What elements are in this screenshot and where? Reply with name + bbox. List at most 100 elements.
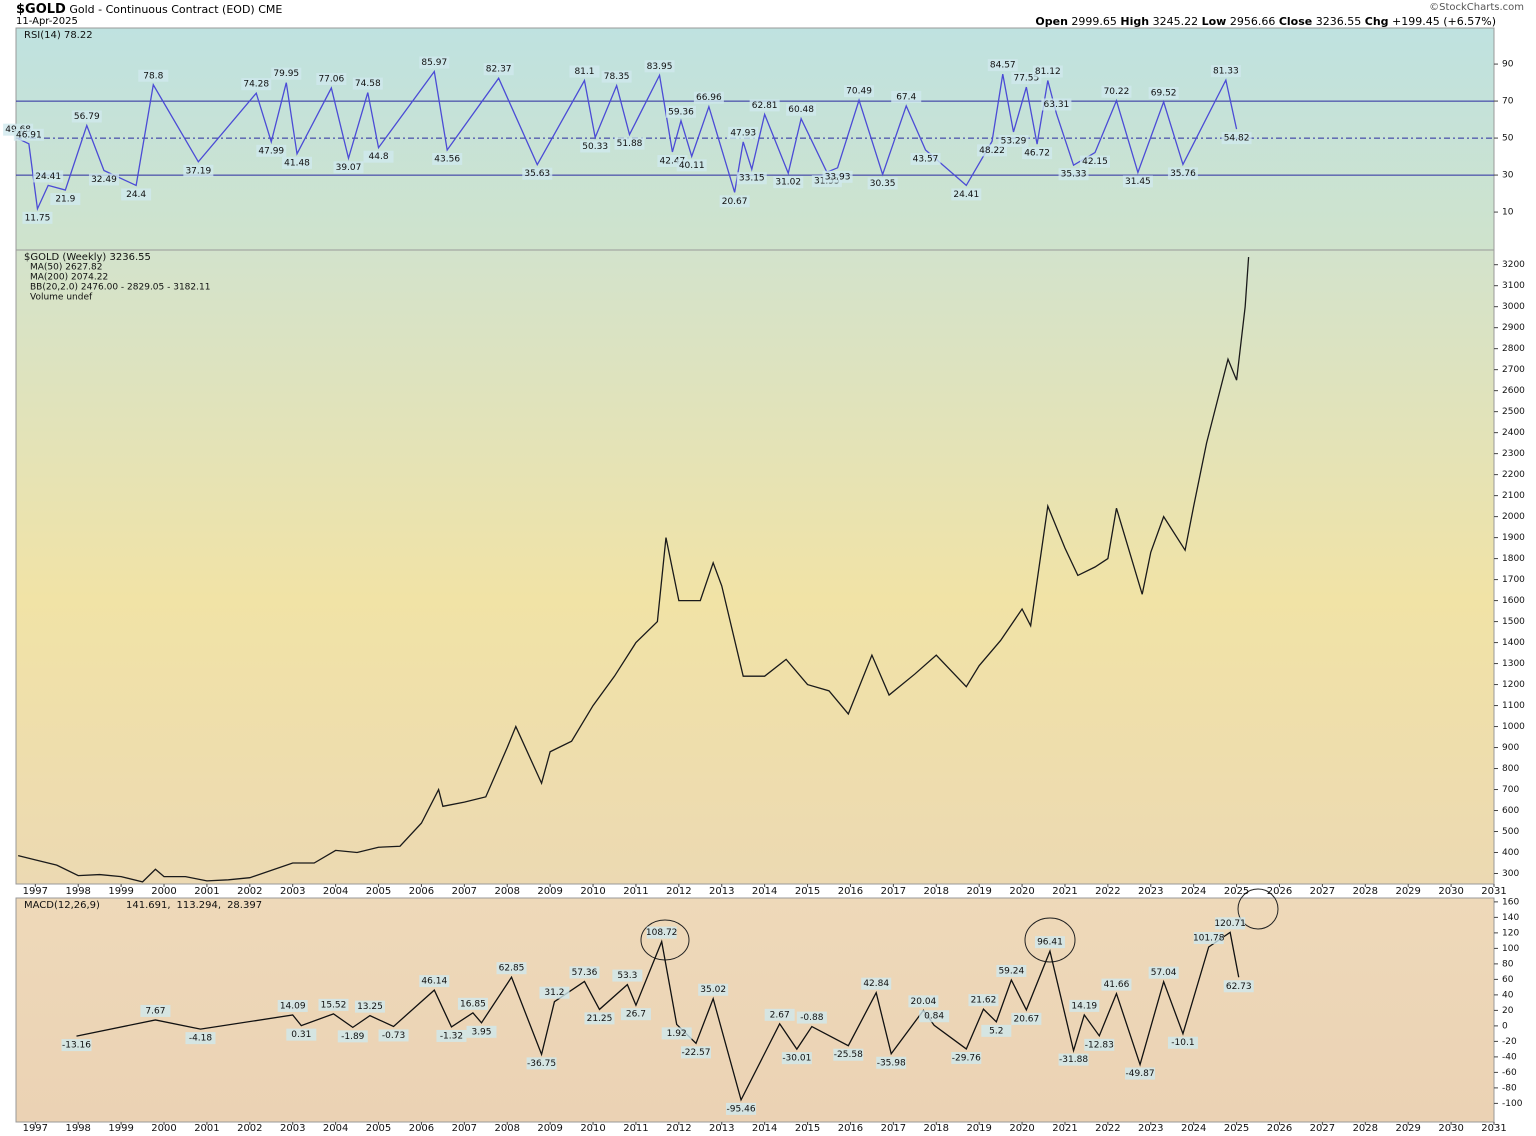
data-label-box (665, 105, 696, 118)
data-label-box (773, 176, 804, 189)
data-label: -29.76 (952, 1053, 981, 1063)
series-line (76, 931, 1240, 1102)
data-label: 59.36 (668, 107, 694, 117)
y-tick-label: 2000 (1502, 512, 1525, 522)
data-label: 108.72 (646, 928, 678, 938)
data-label: 46.72 (1024, 149, 1050, 159)
data-label: 82.37 (486, 65, 512, 75)
x-tick-label: 2016 (838, 886, 863, 897)
data-label: 16.85 (460, 999, 486, 1009)
data-label: 33.93 (825, 172, 851, 182)
x-tick-label: 2005 (366, 1123, 391, 1134)
data-label-box (833, 1048, 864, 1061)
data-label: 42.47 (660, 157, 686, 167)
data-label: -0.88 (800, 1013, 824, 1023)
symbol: $GOLD (16, 2, 66, 17)
data-label-box (968, 994, 999, 1007)
data-label: 39.07 (336, 163, 362, 173)
data-label-box (419, 56, 450, 69)
data-label: 13.25 (357, 1002, 383, 1012)
y-tick-label: 500 (1502, 827, 1519, 837)
data-label: 50.33 (582, 142, 608, 152)
data-label-box (436, 1029, 467, 1042)
data-label: 44.8 (369, 152, 389, 162)
data-label-box (569, 966, 600, 979)
data-label-box (286, 1028, 317, 1041)
y-tick-label: 2700 (1502, 365, 1525, 375)
data-label-box (612, 969, 643, 982)
data-label: 40.11 (679, 161, 705, 171)
data-label: 62.85 (499, 964, 525, 974)
y-tick-label: 1500 (1502, 617, 1525, 627)
data-label: 120.71 (1214, 919, 1246, 929)
data-label-box (614, 137, 645, 150)
chg-label: Chg (1364, 15, 1389, 28)
data-label-box (781, 1052, 812, 1065)
data-label: 47.93 (730, 128, 756, 138)
data-label-box (282, 156, 313, 169)
x-tick-label: 2001 (194, 1123, 219, 1134)
low-label: Low (1201, 15, 1227, 28)
data-label: 62.73 (1226, 982, 1252, 992)
data-label-box (981, 1024, 1012, 1037)
y-tick-label: 2600 (1502, 386, 1525, 396)
x-tick-label: 1999 (108, 1123, 133, 1134)
data-label-box (601, 70, 632, 83)
y-tick-label: 2300 (1502, 449, 1525, 459)
data-label-box (1101, 85, 1132, 98)
data-label: 54.82 (1224, 134, 1250, 144)
data-label: 20.67 (1013, 1014, 1039, 1024)
data-label-box (919, 1010, 950, 1023)
data-label: -22.57 (682, 1048, 711, 1058)
data-label-box (891, 90, 922, 103)
data-label-box (910, 152, 941, 165)
y-tick-label: 1100 (1502, 701, 1525, 711)
data-label-box (354, 1000, 385, 1013)
y-tick-label: 1200 (1502, 680, 1525, 690)
x-tick-label: 1999 (108, 886, 133, 897)
high: 3245.22 (1152, 15, 1199, 28)
x-tick-label: 2027 (1310, 886, 1335, 897)
data-label: 30.35 (870, 179, 896, 189)
data-label: 84.57 (990, 61, 1016, 71)
data-label: -4.18 (189, 1034, 213, 1044)
exchange: CME (258, 3, 283, 16)
circle-annotation (1024, 917, 1076, 963)
x-tick-label: 2031 (1481, 886, 1506, 897)
data-label-box (646, 926, 677, 939)
y-tick-label: 10 (1502, 208, 1514, 218)
data-label: 60.48 (788, 105, 814, 115)
y-tick-label: 700 (1502, 785, 1519, 795)
rsi-panel (15, 27, 1495, 251)
data-label: 46.91 (16, 130, 42, 140)
y-tick-label: 800 (1502, 764, 1519, 774)
data-label: 42.15 (1082, 157, 1108, 167)
data-label-box (140, 1004, 171, 1017)
x-tick-label: 2000 (151, 886, 176, 897)
data-label: 5.2 (989, 1026, 1003, 1036)
y-tick-label: 3200 (1502, 260, 1525, 270)
data-label-box (419, 975, 450, 988)
data-label-box (844, 85, 875, 98)
data-label-box (1069, 999, 1100, 1012)
data-label-box (318, 998, 349, 1011)
data-label: 32.49 (91, 175, 117, 185)
x-tick-label: 2012 (666, 1123, 691, 1134)
y-tick-label: 600 (1502, 806, 1519, 816)
price-panel (15, 249, 1495, 885)
data-label-box (867, 177, 898, 190)
macd-panel (15, 897, 1495, 1123)
data-label-box (1058, 168, 1089, 181)
x-tick-label: 2012 (666, 886, 691, 897)
x-tick-label: 1997 (23, 1123, 48, 1134)
data-label: -25.58 (834, 1050, 863, 1060)
data-label-box (352, 77, 383, 90)
data-label: 56.79 (74, 112, 100, 122)
data-label: 59.24 (998, 966, 1024, 976)
data-label-box (951, 1051, 982, 1064)
data-label: 47.99 (258, 146, 284, 156)
data-label: -13.16 (62, 1041, 91, 1051)
panel-title: $GOLD (Weekly) 3236.55 (24, 252, 151, 263)
data-label-box (183, 164, 214, 177)
y-tick-label: 140 (1502, 913, 1519, 923)
